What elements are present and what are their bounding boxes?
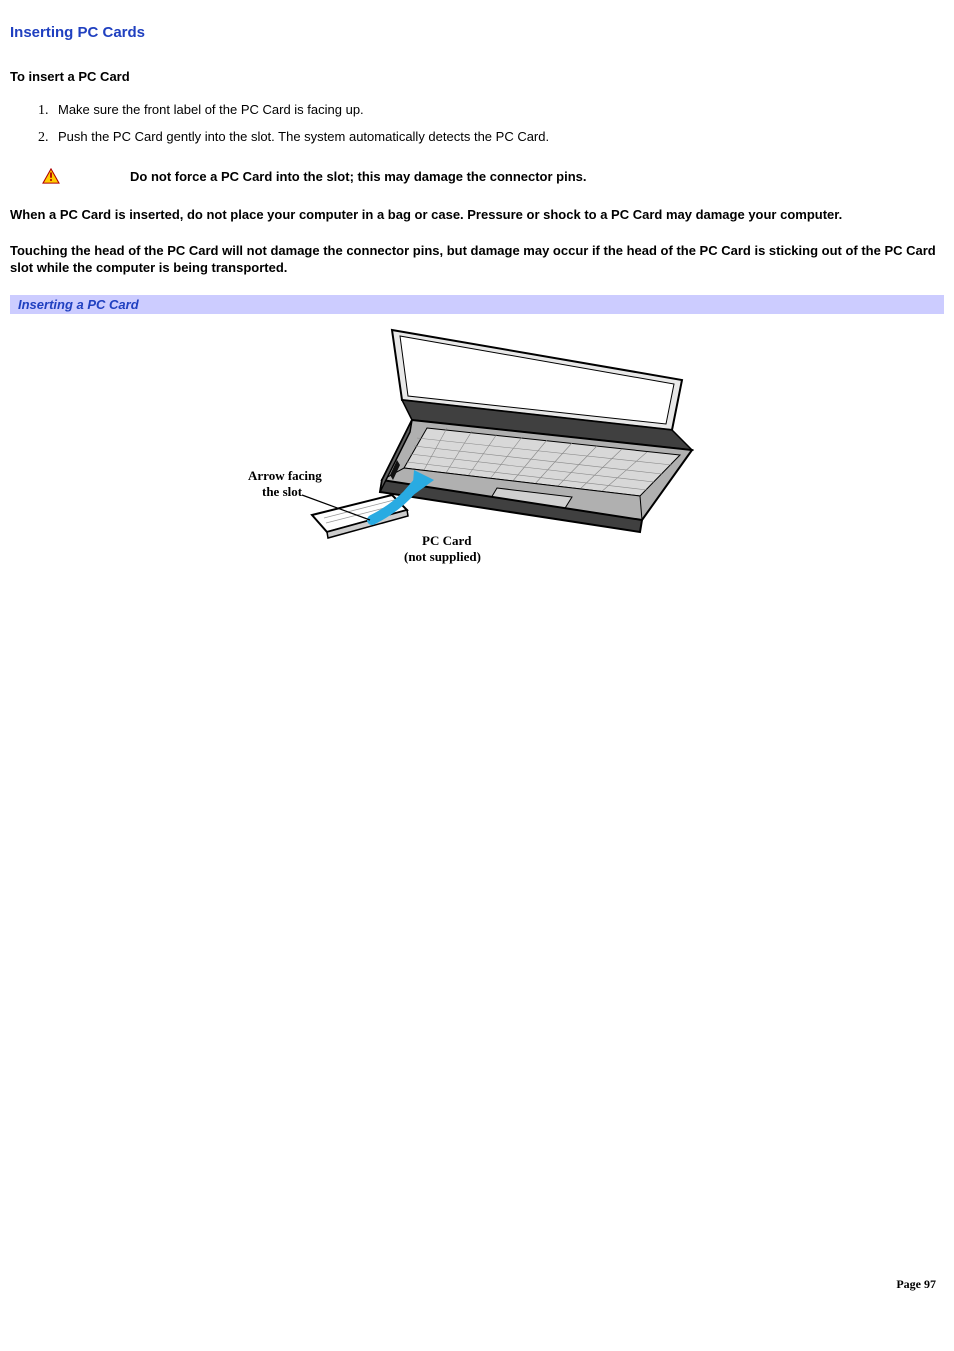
figure-illustration: Arrow facing the slot PC Card (not suppl… xyxy=(10,314,944,580)
page-footer: Page 97 xyxy=(896,1277,936,1292)
figure-label-arrow-line2: the slot xyxy=(262,484,303,499)
figure-label-card-line2: (not supplied) xyxy=(404,549,481,564)
caution-paragraph: Touching the head of the PC Card will no… xyxy=(10,242,944,277)
laptop-pc-card-diagram: Arrow facing the slot PC Card (not suppl… xyxy=(242,320,712,580)
procedure-step-text: Make sure the front label of the PC Card… xyxy=(58,102,364,117)
section-heading: Inserting PC Cards xyxy=(10,24,944,41)
page-footer-number: 97 xyxy=(924,1277,936,1291)
caution-paragraph: When a PC Card is inserted, do not place… xyxy=(10,206,944,224)
figure-caption: Inserting a PC Card xyxy=(10,295,944,314)
procedure-steps-list: Make sure the front label of the PC Card… xyxy=(10,102,944,146)
procedure-step-text: Push the PC Card gently into the slot. T… xyxy=(58,129,549,144)
page-footer-label: Page xyxy=(896,1277,921,1291)
procedure-subheading: To insert a PC Card xyxy=(10,69,944,84)
procedure-step: Make sure the front label of the PC Card… xyxy=(52,102,944,119)
figure-label-arrow-line1: Arrow facing xyxy=(248,468,322,483)
warning-text: Do not force a PC Card into the slot; th… xyxy=(130,169,587,184)
warning-block: Do not force a PC Card into the slot; th… xyxy=(10,168,944,184)
procedure-step: Push the PC Card gently into the slot. T… xyxy=(52,129,944,146)
figure-label-card-line1: PC Card xyxy=(422,533,472,548)
warning-icon xyxy=(42,168,60,184)
